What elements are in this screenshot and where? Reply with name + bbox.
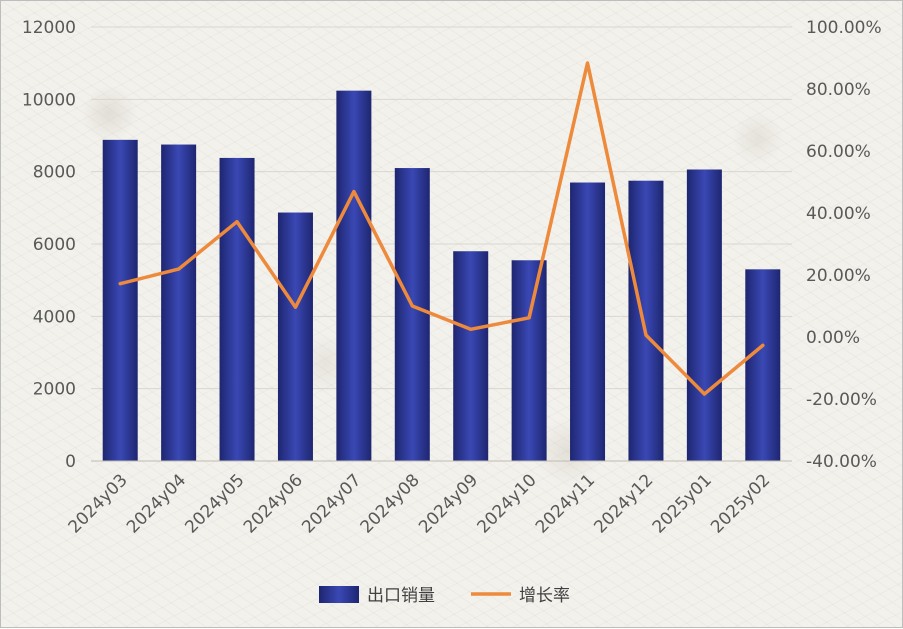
left-axis: 0 2000 4000 6000 8000 10000 12000 (22, 18, 76, 472)
legend: 出口销量 增长率 (319, 586, 570, 606)
bar-2024y05 (219, 157, 255, 461)
x-axis-tick-label: 2024y05 (181, 470, 248, 537)
left-axis-tick-label: 0 (65, 452, 76, 472)
x-axis-tick-label: 2024y07 (298, 470, 365, 537)
x-axis-tick-label: 2025y02 (707, 470, 774, 537)
bar-series (102, 90, 781, 462)
bar-2024y08 (394, 168, 430, 462)
growth-rate-line (118, 61, 765, 396)
x-axis: 2024y032024y042024y052024y062024y072024y… (65, 460, 792, 538)
x-axis-tick-label: 2024y09 (415, 470, 482, 537)
legend-label-exports: 出口销量 (367, 586, 435, 606)
left-axis-tick-label: 6000 (33, 235, 76, 255)
left-axis-tick-label: 4000 (33, 307, 76, 327)
left-axis-tick-label: 10000 (22, 90, 76, 110)
bar-2024y07 (336, 90, 372, 462)
right-axis: -40.00% -20.00% 0.00% 20.00% 40.00% 60.00% 80.… (806, 18, 882, 472)
bar-2024y03 (102, 139, 138, 461)
right-axis-tick-label: -40.00% (806, 452, 877, 472)
legend-swatch-exports (319, 586, 359, 603)
left-axis-tick-label: 2000 (33, 380, 76, 400)
x-axis-tick-label: 2025y01 (649, 470, 716, 537)
x-axis-tick-label: 2024y03 (65, 470, 132, 537)
right-axis-tick-label: 0.00% (806, 328, 860, 348)
right-axis-tick-label: 80.00% (806, 80, 871, 100)
bar-2024y12 (628, 180, 664, 462)
right-axis-tick-label: -20.00% (806, 390, 877, 410)
right-axis-tick-label: 20.00% (806, 266, 871, 286)
line-series (118, 61, 765, 396)
bar-2024y10 (511, 260, 547, 461)
x-axis-tick-label: 2024y12 (590, 470, 657, 537)
bar-2025y01 (686, 169, 722, 461)
bar-2024y09 (453, 251, 489, 461)
bar-2024y06 (277, 212, 313, 461)
bar-2025y02 (745, 269, 781, 461)
x-axis-tick-label: 2024y10 (474, 470, 541, 537)
left-axis-tick-label: 8000 (33, 163, 76, 183)
left-axis-tick-label: 12000 (22, 18, 76, 38)
x-axis-tick-label: 2024y04 (123, 470, 190, 537)
gridlines (91, 26, 792, 390)
bar-2024y11 (570, 182, 606, 461)
legend-label-growth-rate: 增长率 (519, 586, 570, 606)
x-axis-tick-label: 2024y08 (357, 470, 424, 537)
bar-2024y04 (161, 144, 197, 461)
right-axis-tick-label: 60.00% (806, 142, 871, 162)
x-axis-tick-label: 2024y11 (532, 470, 599, 537)
right-axis-tick-label: 100.00% (806, 18, 882, 38)
x-axis-tick-label: 2024y06 (240, 470, 307, 537)
right-axis-tick-label: 40.00% (806, 204, 871, 224)
